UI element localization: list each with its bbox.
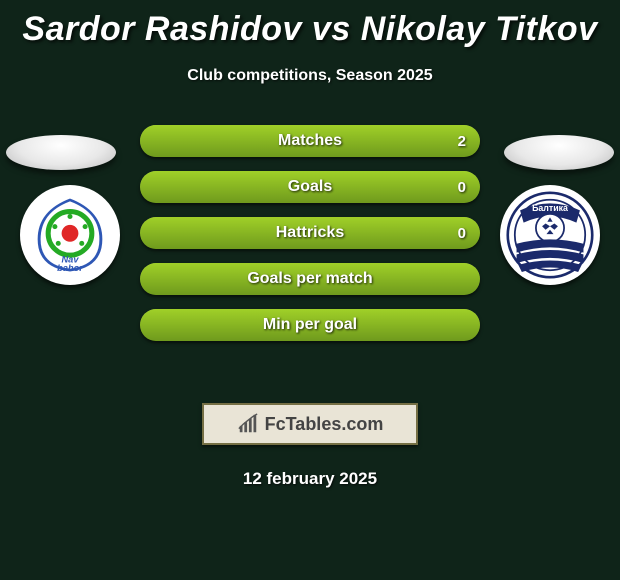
vs-separator: vs: [312, 10, 361, 48]
stat-value-left: [140, 125, 168, 157]
stat-label: Goals per match: [140, 263, 480, 295]
baltika-logo-icon: Балтика: [506, 191, 594, 279]
comparison-stage: Nav bahor Балтика Matches2Goals0Hattrick…: [0, 125, 620, 385]
stat-value-left: [140, 217, 168, 249]
stat-bar: Hattricks0: [140, 217, 480, 249]
stat-label: Min per goal: [140, 309, 480, 341]
player-right-name: Nikolay Titkov: [361, 10, 598, 48]
stat-value-left: [140, 171, 168, 203]
stat-value-left: [140, 263, 168, 295]
stat-value-right: [452, 309, 480, 341]
svg-text:Балтика: Балтика: [532, 203, 568, 213]
bar-chart-icon: [237, 413, 259, 435]
stat-label: Goals: [140, 171, 480, 203]
player-left-placeholder: [6, 135, 116, 170]
player-left-name: Sardor Rashidov: [22, 10, 302, 48]
brand-box[interactable]: FcTables.com: [202, 403, 418, 445]
stats-container: Matches2Goals0Hattricks0Goals per matchM…: [140, 125, 480, 355]
stat-bar: Goals0: [140, 171, 480, 203]
subtitle: Club competitions, Season 2025: [0, 67, 620, 85]
club-right-badge: Балтика: [500, 185, 600, 285]
navbahor-logo-icon: Nav bahor: [28, 193, 112, 277]
brand-text: FcTables.com: [265, 414, 384, 435]
stat-value-left: [140, 309, 168, 341]
svg-text:bahor: bahor: [57, 263, 84, 273]
club-left-badge: Nav bahor: [20, 185, 120, 285]
date-text: 12 february 2025: [0, 469, 620, 489]
stat-label: Hattricks: [140, 217, 480, 249]
player-right-oval: [504, 135, 614, 170]
stat-bar: Goals per match: [140, 263, 480, 295]
stat-label: Matches: [140, 125, 480, 157]
page-title: Sardor Rashidov vs Nikolay Titkov: [0, 0, 620, 49]
stat-bar: Min per goal: [140, 309, 480, 341]
stat-value-right: 2: [444, 125, 480, 157]
player-left-oval: [6, 135, 116, 170]
stat-value-right: 0: [444, 171, 480, 203]
stat-value-right: [452, 263, 480, 295]
stat-value-right: 0: [444, 217, 480, 249]
stat-bar: Matches2: [140, 125, 480, 157]
player-right-placeholder: [504, 135, 614, 170]
